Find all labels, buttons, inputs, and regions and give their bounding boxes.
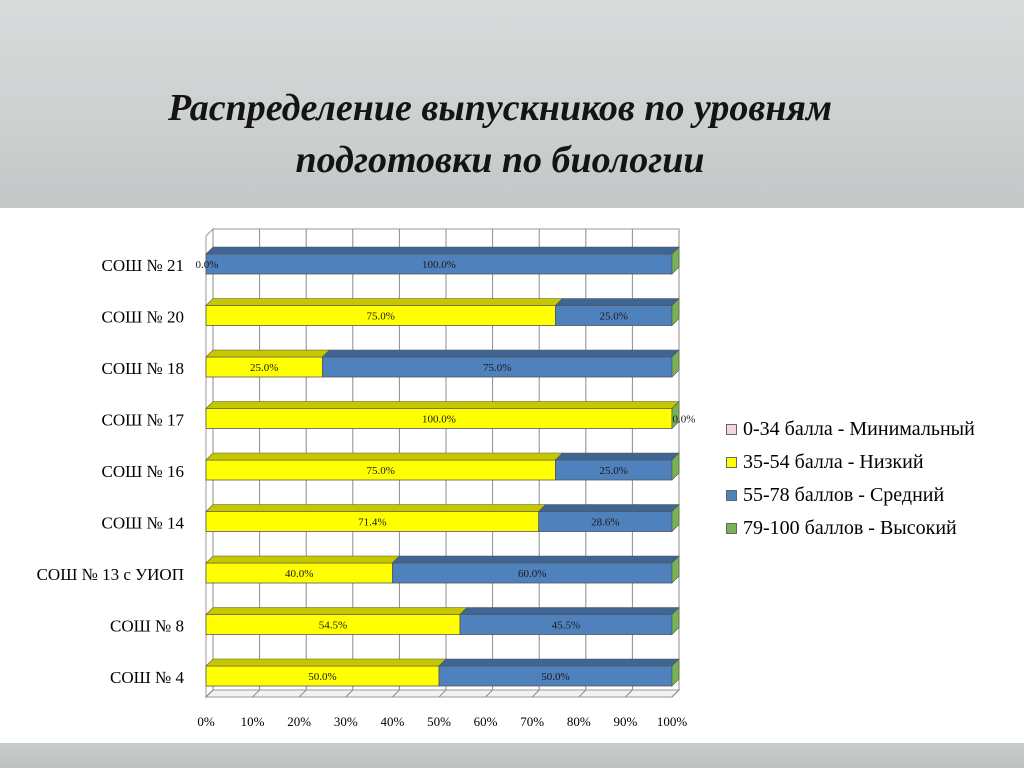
data-label: 75.0%	[367, 465, 395, 477]
x-tick-label: 30%	[334, 714, 358, 729]
bar-side	[671, 452, 680, 481]
floor-gridline	[625, 689, 633, 698]
data-label: 25.0%	[250, 362, 278, 374]
data-label: 25.0%	[600, 465, 628, 477]
bar-top-low	[205, 658, 447, 667]
bar-top-low	[205, 349, 331, 358]
bar-top-medium	[537, 504, 680, 512]
data-label: 75.0%	[483, 362, 511, 374]
category-label: СОШ № 21	[102, 256, 185, 275]
data-label: 25.0%	[600, 311, 628, 323]
data-label: 71.4%	[358, 517, 386, 529]
bar-top-medium	[459, 607, 680, 615]
floor-gridline	[298, 689, 307, 698]
legend-swatch	[726, 457, 737, 468]
legend-label: 0-34 балла - Минимальный	[743, 418, 975, 440]
legend-item-low: 35-54 балла - Низкий	[726, 446, 975, 479]
x-tick-label: 90%	[613, 714, 637, 729]
bar-side	[671, 349, 680, 378]
legend-item-medium: 55-78 баллов - Средний	[726, 479, 975, 512]
bar-top-low	[205, 452, 564, 461]
x-tick-label: 20%	[287, 714, 311, 729]
bar-top-low	[205, 504, 547, 512]
data-label: 50.0%	[308, 671, 336, 683]
bar-side	[671, 246, 680, 275]
x-tick-label: 80%	[567, 714, 591, 729]
slide-title: Распределение выпускников по уровням под…	[60, 82, 940, 186]
category-label: СОШ № 4	[110, 668, 184, 687]
x-tick-label: 40%	[380, 714, 404, 729]
floor-gridline	[531, 689, 540, 698]
data-label: 75.0%	[367, 311, 395, 323]
bar-top-low	[205, 555, 401, 564]
x-tick-label: 60%	[474, 714, 498, 729]
legend-swatch	[726, 523, 737, 534]
data-label: 50.0%	[541, 671, 569, 683]
data-label: 60.0%	[518, 568, 546, 580]
floor-gridline	[578, 689, 587, 698]
floor-gridline	[345, 689, 354, 698]
x-tick-label: 100%	[657, 714, 688, 729]
floor-gridline	[485, 689, 493, 698]
legend-label: 79-100 баллов - Высокий	[743, 517, 957, 539]
bar-side	[671, 503, 680, 533]
floor-gridline	[205, 689, 214, 698]
bar-top-low	[205, 298, 564, 306]
category-label: СОШ № 17	[102, 411, 185, 430]
x-tick-label: 0%	[197, 714, 215, 729]
legend-item-high: 79-100 баллов - Высокий	[726, 512, 975, 545]
x-tick-label: 70%	[520, 714, 544, 729]
legend-label: 55-78 баллов - Средний	[743, 484, 945, 506]
data-label: 100.0%	[422, 414, 456, 426]
floor-gridline	[671, 689, 680, 698]
data-label: 54.5%	[319, 620, 347, 632]
floor-gridline	[438, 689, 447, 698]
data-label: 0.0%	[673, 414, 696, 426]
category-label: СОШ № 16	[102, 462, 185, 481]
data-label: 28.6%	[591, 517, 619, 529]
category-label: СОШ № 18	[102, 359, 185, 378]
legend-label: 35-54 балла - Низкий	[743, 451, 924, 473]
x-tick-label: 50%	[427, 714, 451, 729]
bar-top-medium	[321, 349, 680, 358]
slide-title-line-1: Распределение выпускников по уровням	[167, 87, 833, 129]
bar-top-medium	[554, 298, 680, 306]
bar-top-medium	[438, 658, 680, 667]
slide-title-line-2: подготовки по биологии	[295, 139, 705, 181]
category-label: СОШ № 8	[110, 617, 184, 636]
floor-gridline	[252, 689, 260, 698]
legend-swatch	[726, 490, 737, 501]
chart-legend: 0-34 балла - Минимальный 35-54 балла - Ни…	[726, 413, 975, 545]
legend-item-minimal: 0-34 балла - Минимальный	[726, 413, 975, 446]
title-banner: Распределение выпускников по уровням под…	[0, 0, 1024, 208]
data-label: 0.0%	[196, 259, 219, 271]
bar-side	[671, 606, 680, 636]
category-label: СОШ № 13 с УИОП	[37, 565, 184, 584]
category-label: СОШ № 20	[102, 308, 185, 327]
bar-side	[671, 400, 680, 430]
bar-top-medium	[391, 555, 680, 564]
bar-top-medium	[205, 246, 680, 255]
legend-swatch	[726, 424, 737, 435]
bar-side	[671, 297, 680, 327]
category-label: СОШ № 14	[102, 514, 185, 533]
footer-band	[0, 743, 1024, 768]
bar-side	[671, 658, 680, 687]
floor-gridline	[392, 689, 400, 698]
data-label: 40.0%	[285, 568, 313, 580]
x-tick-label: 10%	[241, 714, 265, 729]
data-label: 45.5%	[552, 620, 580, 632]
data-label: 100.0%	[422, 259, 456, 271]
bar-side	[671, 555, 680, 584]
bar-top-low	[205, 401, 680, 409]
bar-top-medium	[554, 452, 680, 461]
bar-top-low	[205, 607, 468, 615]
